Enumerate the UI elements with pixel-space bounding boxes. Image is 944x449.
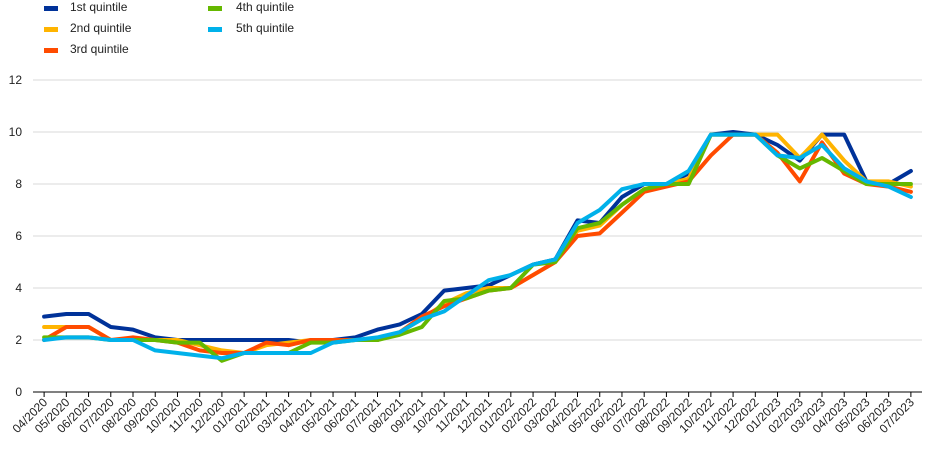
y-tick-label-6: 6 xyxy=(15,229,22,243)
legend-label-3rd-quintile: 3rd quintile xyxy=(70,42,129,56)
legend-swatch-5th-quintile xyxy=(208,27,222,32)
y-tick-label-2: 2 xyxy=(15,333,22,347)
series-line-2nd-quintile xyxy=(42,132,913,355)
y-tick-label-10: 10 xyxy=(9,125,23,139)
legend-swatch-3rd-quintile xyxy=(44,48,58,53)
series-line-5th-quintile xyxy=(42,132,913,361)
y-tick-label-4: 4 xyxy=(15,281,22,295)
legend-label-1st-quintile: 1st quintile xyxy=(70,0,128,14)
y-tick-label-12: 12 xyxy=(9,73,23,87)
series-line-1st-quintile xyxy=(42,130,913,345)
y-tick-label-0: 0 xyxy=(15,385,22,399)
series-line-3rd-quintile xyxy=(42,132,913,355)
series-line-4th-quintile xyxy=(42,132,913,363)
y-tick-label-8: 8 xyxy=(15,177,22,191)
legend-swatch-1st-quintile xyxy=(44,6,58,11)
legend-label-2nd-quintile: 2nd quintile xyxy=(70,21,132,35)
legend-label-4th-quintile: 4th quintile xyxy=(236,0,295,14)
legend-swatch-2nd-quintile xyxy=(44,27,58,32)
legend-swatch-4th-quintile xyxy=(208,6,222,11)
legend-label-5th-quintile: 5th quintile xyxy=(236,21,295,35)
